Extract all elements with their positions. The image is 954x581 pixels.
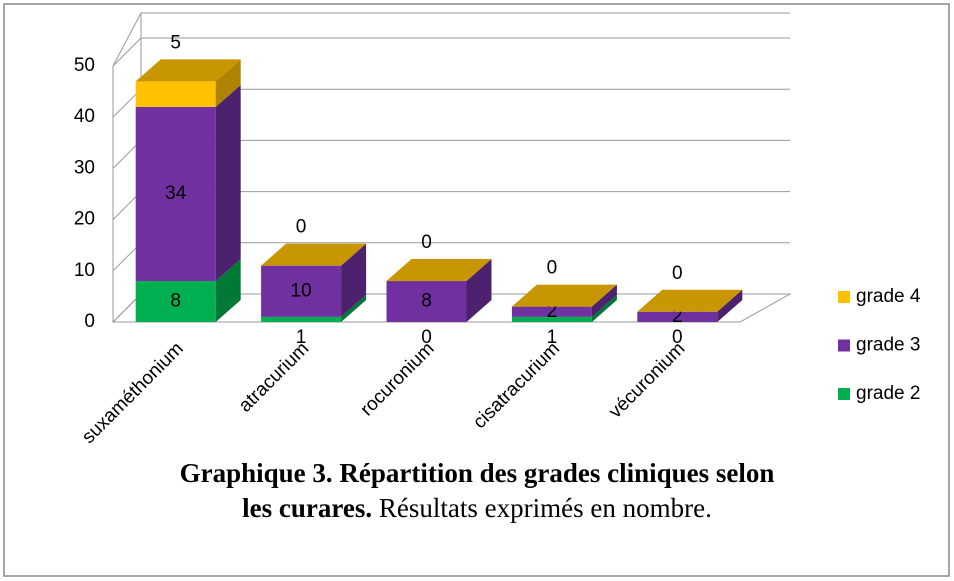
legend-swatch — [838, 291, 850, 303]
data-label: 10 — [291, 280, 312, 301]
data-label: 1 — [547, 327, 558, 348]
data-label: 0 — [421, 327, 432, 348]
y-tick-label: 10 — [74, 260, 95, 281]
caption-line: Graphique 3. Répartition des grades clin… — [180, 458, 775, 488]
y-tick-label: 20 — [74, 209, 95, 230]
bar-front — [511, 316, 592, 322]
data-label: 34 — [165, 183, 187, 204]
bar-top — [135, 59, 241, 82]
bar-top — [511, 284, 617, 307]
bar-front — [386, 281, 467, 322]
y-tick-label: 50 — [74, 55, 95, 76]
bar-front — [135, 106, 216, 282]
caption: Graphique 3. Répartition des grades clin… — [180, 458, 775, 523]
data-label: 0 — [672, 327, 683, 348]
grid-line-side — [112, 37, 142, 67]
y-tick-label: 40 — [74, 106, 95, 127]
bar-side — [215, 84, 241, 282]
bar-top — [386, 259, 492, 282]
data-label: 8 — [170, 291, 181, 312]
data-label: 2 — [547, 301, 558, 322]
legend-swatch — [838, 339, 850, 352]
bar-front — [261, 265, 342, 317]
data-label: 0 — [296, 217, 307, 238]
data-label: 0 — [547, 258, 558, 279]
bar-front — [511, 306, 592, 317]
bar-side — [341, 243, 367, 317]
data-label: 2 — [672, 306, 683, 327]
data-label: 0 — [672, 263, 683, 284]
bar-front — [135, 81, 216, 107]
bar-side — [466, 259, 492, 322]
bar-side — [341, 294, 367, 322]
bar-top — [261, 243, 367, 266]
bar-side — [717, 289, 743, 322]
legend-label: grade 3 — [856, 335, 920, 356]
left-wall-top — [112, 12, 142, 67]
data-label: 0 — [421, 232, 432, 253]
bar-front — [135, 281, 216, 322]
bar-front — [261, 316, 342, 322]
data-label: 5 — [170, 32, 181, 53]
data-label: 8 — [421, 291, 432, 312]
y-tick-label: 0 — [84, 311, 95, 332]
bar-top — [637, 289, 743, 312]
legend-swatch — [838, 388, 850, 400]
bar-side — [215, 59, 241, 107]
bar-side — [591, 294, 617, 322]
data-label: 1 — [296, 327, 307, 348]
caption-line: les curares. Résultats exprimés en nombr… — [242, 493, 712, 523]
legend-label: grade 4 — [856, 286, 921, 307]
bar-side — [591, 284, 617, 317]
bar-front — [637, 311, 718, 322]
legend-label: grade 2 — [856, 383, 920, 404]
y-tick-label: 30 — [74, 157, 95, 178]
bar-side — [215, 259, 241, 322]
